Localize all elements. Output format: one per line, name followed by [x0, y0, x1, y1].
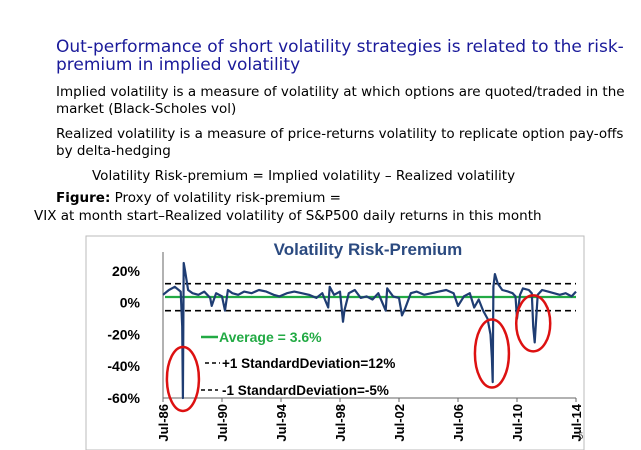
implied-vol-definition: Implied volatility is a measure of volat…: [56, 84, 625, 117]
legend-plus-sd-label: +1 StandardDeviation=12%: [222, 356, 395, 371]
y-tick-label: -60%: [107, 390, 140, 406]
figure-caption-text: Proxy of volatility risk-premium =: [114, 190, 341, 206]
highlight-ellipse: [165, 345, 201, 413]
x-tick-label: Jul-10: [510, 404, 525, 442]
x-tick-label: Jul-98: [333, 404, 348, 442]
figure-caption-line1: Figure: Proxy of volatility risk-premium…: [56, 190, 341, 206]
realized-vol-definition: Realized volatility is a measure of pric…: [56, 126, 624, 159]
chart-frame: [85, 235, 585, 450]
x-tick-label: Jul-86: [156, 404, 171, 442]
x-tick-label: Jul-06: [451, 404, 466, 442]
legend-average-label: Average = 3.6%: [219, 329, 322, 345]
x-tick-label: Jul-02: [392, 404, 407, 442]
y-tick-label: 20%: [112, 263, 141, 279]
risk-premium-series-line: [162, 261, 577, 400]
highlight-ellipse: [514, 294, 552, 353]
slide-title: Out-performance of short volatility stra…: [56, 37, 624, 75]
figure-caption-line2: VIX at month start–Realized volatility o…: [34, 208, 542, 224]
y-tick-label: -40%: [107, 358, 140, 374]
y-tick-label: 0%: [120, 295, 141, 311]
legend-minus-sd-label: -1 StandardDeviation=-5%: [222, 383, 389, 398]
page-number: 5: [578, 432, 584, 442]
chart-title: Volatility Risk-Premium: [274, 240, 463, 259]
highlight-ellipse: [473, 318, 511, 389]
y-tick-label: -20%: [107, 326, 140, 342]
risk-premium-formula: Volatility Risk-premium = Implied volati…: [92, 168, 516, 184]
figure-label: Figure:: [56, 190, 111, 206]
x-tick-label: Jul-90: [215, 404, 230, 442]
x-tick-label: Jul-14: [569, 403, 584, 441]
x-tick-label: Jul-94: [274, 403, 289, 441]
